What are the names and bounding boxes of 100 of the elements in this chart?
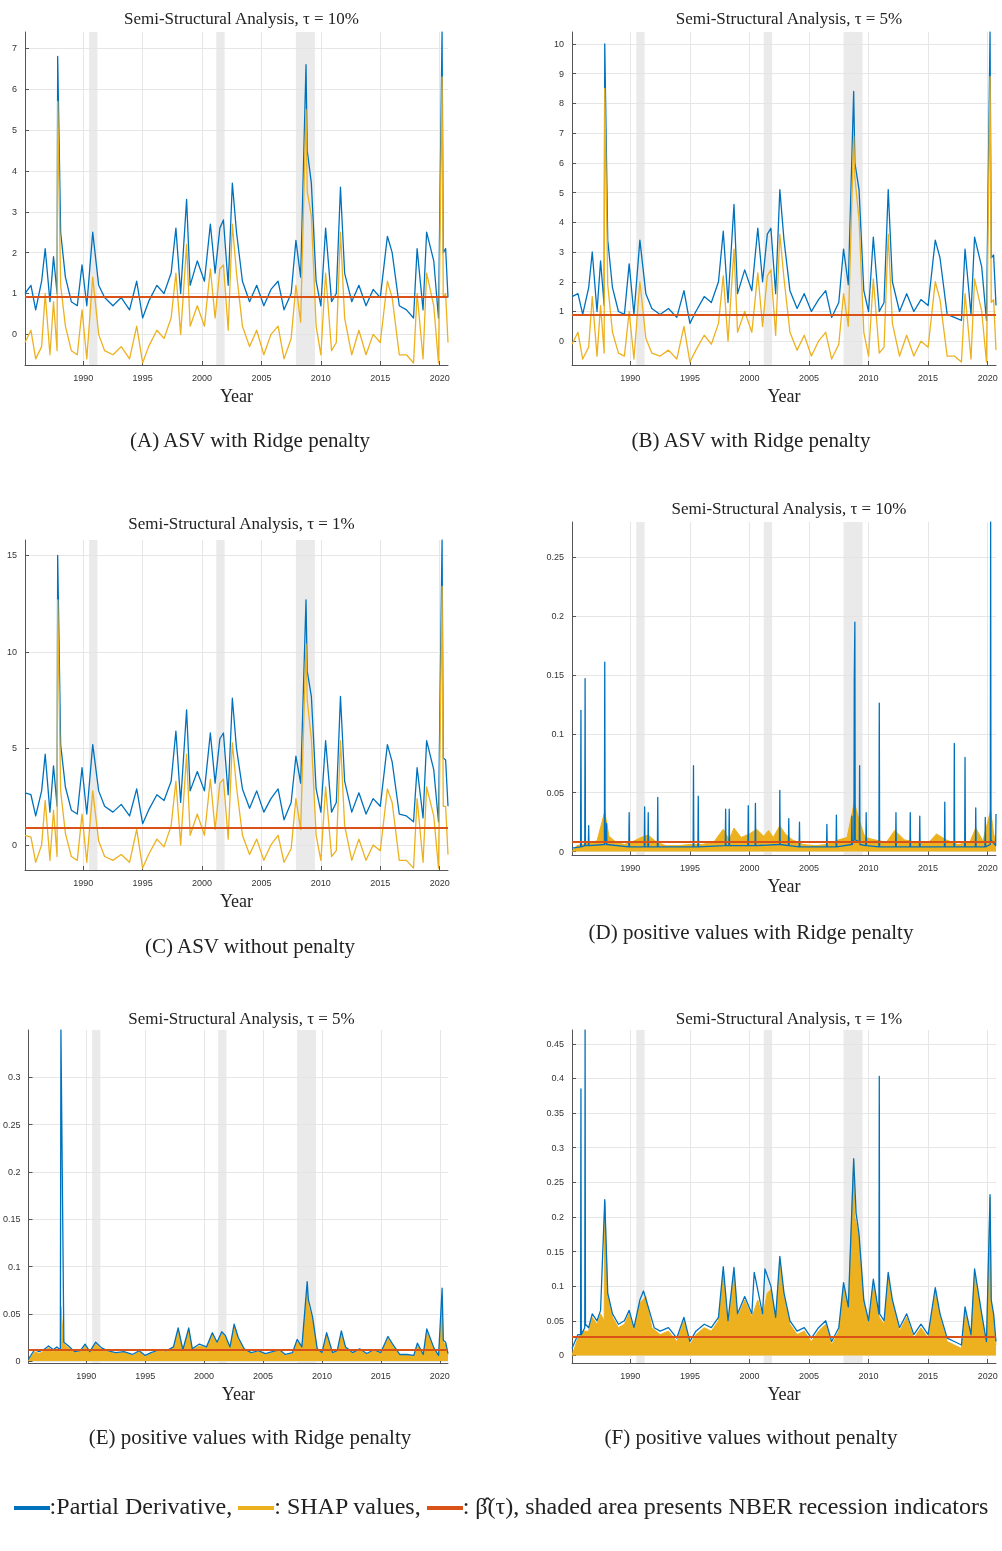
x-axis-title: Year — [767, 385, 801, 406]
text: (E) positive values with Ridge penalty — [87, 1425, 413, 1450]
x-tick-label: 2005 — [799, 862, 820, 873]
y-tick-label: 0 — [558, 846, 564, 857]
x-tick-label: 2010 — [858, 862, 879, 873]
y-tick-label: 5 — [11, 125, 17, 136]
chart-title: Semi-Structural Analysis, τ = 10% — [671, 499, 907, 518]
y-tick-label: 0.1 — [551, 1281, 564, 1292]
y-tick-label: 0.2 — [8, 1166, 21, 1177]
y-tick-label: 0.3 — [551, 1142, 564, 1153]
y-tick-label: 0.15 — [546, 1246, 564, 1257]
y-tick-label: 0.05 — [546, 787, 564, 798]
x-tick-label: 1990 — [73, 372, 94, 383]
y-tick-label: 9 — [558, 68, 564, 79]
x-tick-label: 2010 — [310, 877, 331, 888]
x-tick-label: 2010 — [310, 372, 331, 383]
x-tick-label: 2010 — [858, 1370, 879, 1381]
chart-title: Semi-Structural Analysis, τ = 1% — [128, 514, 355, 533]
y-tick-label: 2 — [558, 276, 564, 287]
chart-title: Semi-Structural Analysis, τ = 5% — [675, 9, 903, 28]
x-axis-title: Year — [219, 385, 254, 406]
x-tick-label: 2000 — [192, 877, 213, 888]
x-tick-label: 1995 — [679, 372, 700, 383]
y-tick-label: 6 — [558, 157, 564, 168]
x-tick-label: 2015 — [918, 1370, 939, 1381]
text: shaded area presents NBER recession indicators — [525, 1493, 989, 1519]
x-tick-label: 2005 — [799, 372, 820, 383]
x-tick-label: 1990 — [620, 1370, 641, 1381]
y-tick-label: 0.35 — [546, 1108, 564, 1119]
line-series — [571, 521, 997, 849]
legend-label: : SHAP values, — [274, 1493, 421, 1519]
y-tick-label: 0.1 — [551, 728, 564, 739]
x-tick-label: 2015 — [370, 877, 391, 888]
y-tick-label: 0.25 — [2, 1119, 21, 1130]
y-tick-label: 0.15 — [2, 1214, 21, 1225]
x-tick-label: 2000 — [192, 372, 213, 383]
x-tick-label: 2005 — [252, 1370, 274, 1381]
x-tick-label: 2020 — [429, 877, 450, 888]
x-axis-title: Year — [767, 1383, 801, 1404]
y-tick-label: 0.25 — [546, 1177, 564, 1188]
x-axis-title: Year — [219, 890, 254, 911]
y-tick-label: 0.2 — [551, 611, 564, 622]
x-tick-label: 2020 — [977, 372, 998, 383]
x-tick-label: 2020 — [977, 862, 998, 873]
text: (C) ASV without penalty — [143, 934, 357, 959]
x-axis-title: Year — [767, 876, 801, 896]
line-series — [24, 539, 449, 825]
y-tick-label: 1 — [11, 288, 17, 299]
x-tick-label: 2005 — [251, 877, 272, 888]
line-series — [27, 1029, 449, 1360]
y-tick-label: 6 — [11, 84, 17, 95]
y-tick-label: 0.25 — [546, 552, 564, 563]
x-tick-label: 1995 — [132, 877, 153, 888]
x-tick-label: 2010 — [311, 1370, 332, 1381]
y-tick-label: 0.3 — [8, 1072, 21, 1083]
chart-title: Semi-Structural Analysis, τ = 1% — [675, 1009, 903, 1028]
y-tick-label: 4 — [558, 217, 564, 228]
y-tick-label: 1 — [558, 306, 564, 317]
y-tick-label: 0.15 — [546, 670, 564, 681]
y-tick-label: 0.2 — [551, 1211, 564, 1222]
y-tick-label: 0.05 — [2, 1308, 21, 1319]
y-tick-label: 0.05 — [546, 1315, 564, 1326]
y-tick-label: 3 — [11, 206, 17, 217]
y-tick-label: 2 — [11, 247, 17, 258]
x-tick-label: 2020 — [429, 372, 450, 383]
x-tick-label: 1995 — [135, 1370, 156, 1381]
x-tick-label: 1995 — [132, 372, 153, 383]
x-tick-label: 2020 — [977, 1370, 998, 1381]
y-tick-label: 0.4 — [551, 1073, 564, 1084]
x-tick-label: 2015 — [370, 1370, 391, 1381]
y-tick-label: 0.1 — [8, 1261, 21, 1272]
y-tick-label: 0 — [15, 1356, 21, 1367]
x-axis-title: Year — [221, 1383, 255, 1404]
y-tick-label: 0 — [558, 336, 564, 347]
chart-title: Semi-Structural Analysis, τ = 10% — [123, 9, 360, 28]
x-tick-label: 2000 — [194, 1370, 215, 1381]
x-tick-label: 2000 — [739, 862, 760, 873]
legend-label: : β̂(τ), — [462, 1493, 520, 1519]
x-tick-label: 2005 — [251, 372, 272, 383]
line-series — [571, 31, 997, 325]
y-tick-label: 8 — [558, 98, 564, 109]
x-tick-label: 1995 — [679, 862, 700, 873]
y-tick-label: 0 — [558, 1350, 564, 1361]
y-tick-label: 7 — [558, 128, 564, 139]
x-tick-label: 2005 — [799, 1370, 820, 1381]
y-tick-label: 10 — [553, 38, 564, 49]
x-tick-label: 2000 — [739, 1370, 760, 1381]
x-tick-label: 2010 — [858, 372, 879, 383]
y-tick-label: 5 — [558, 187, 564, 198]
y-tick-label: 0 — [11, 329, 17, 340]
text: (D) positive values with Ridge penalty — [587, 920, 915, 945]
y-tick-label: 0 — [11, 839, 17, 850]
x-tick-label: 2015 — [918, 372, 939, 383]
y-tick-label: 10 — [6, 646, 17, 657]
x-tick-label: 2015 — [918, 862, 939, 873]
line-series — [571, 1029, 997, 1350]
legend-label: :Partial Derivative, — [49, 1493, 233, 1519]
y-tick-label: 0.45 — [546, 1038, 564, 1049]
chart-title: Semi-Structural Analysis, τ = 5% — [128, 1009, 355, 1028]
x-tick-label: 1995 — [679, 1370, 700, 1381]
